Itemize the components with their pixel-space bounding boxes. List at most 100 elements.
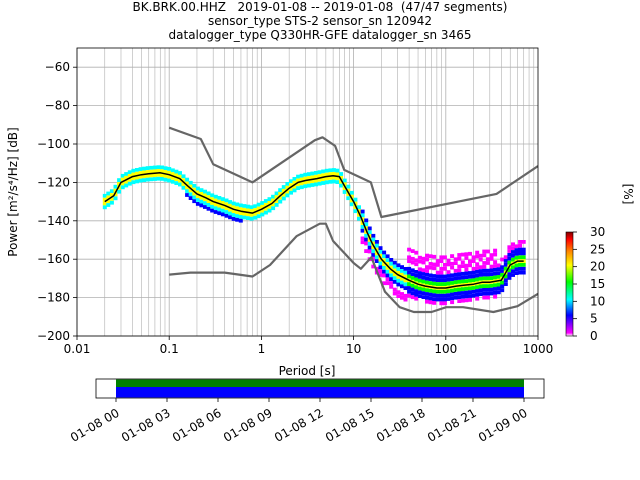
- psd-cell: [299, 177, 304, 182]
- psd-cell: [213, 202, 218, 207]
- psd-cell: [482, 284, 487, 288]
- psd-cell: [188, 192, 193, 197]
- psd-cell: [382, 273, 387, 278]
- psd-cell: [464, 271, 469, 276]
- psd-cell: [503, 255, 508, 260]
- psd-cell: [485, 291, 490, 296]
- psd-cell: [281, 192, 286, 197]
- psd-cell: [482, 272, 487, 277]
- psd-cell: [493, 267, 498, 272]
- psd-cell: [489, 268, 494, 273]
- psd-cell: [489, 257, 494, 261]
- psd-cell: [167, 170, 172, 175]
- psd-cell: [127, 170, 132, 175]
- psd-cell: [414, 296, 419, 301]
- psd-cell: [428, 281, 433, 285]
- psd-cell: [138, 174, 143, 179]
- psd-cell: [521, 251, 526, 256]
- psd-cell: [271, 198, 276, 203]
- psd-cell: [464, 267, 469, 272]
- psd-cell: [489, 253, 494, 257]
- psd-cell: [206, 195, 211, 200]
- x-axis: 0.01 0.1 1 10 100 1000: [64, 336, 553, 356]
- psd-cell: [178, 178, 182, 183]
- psd-cell: [374, 243, 379, 248]
- psd-cell: [385, 277, 390, 282]
- psd-cell: [446, 297, 451, 301]
- psd-cell: [113, 196, 118, 201]
- psd-cell: [181, 178, 186, 183]
- psd-cell: [450, 300, 455, 305]
- psd-cell: [199, 199, 204, 204]
- psd-cell: [421, 276, 426, 280]
- psd-cell: [511, 246, 515, 250]
- psd-cell: [249, 205, 254, 210]
- psd-cell: [428, 262, 433, 266]
- psd-cell: [260, 204, 265, 209]
- psd-cell: [414, 289, 419, 293]
- psd-cell: [271, 206, 276, 211]
- model-high-noise-model: [168, 126, 538, 219]
- psd-cell: [170, 168, 175, 173]
- psd-cell: [450, 261, 455, 266]
- y-tick-label: −200: [37, 329, 70, 343]
- psd-cell: [310, 183, 315, 187]
- psd-cell: [468, 294, 472, 298]
- psd-cell: [263, 206, 268, 211]
- psd-cell: [371, 253, 376, 257]
- psd-cell: [274, 199, 279, 203]
- psd-cell: [371, 264, 376, 269]
- psd-cell: [260, 208, 265, 213]
- psd-cell: [371, 249, 376, 253]
- psd-cell: [493, 294, 498, 299]
- psd-cell: [417, 294, 422, 298]
- psd-cell: [178, 174, 182, 179]
- x-tick-label: 100: [434, 342, 457, 356]
- psd-cell: [102, 201, 107, 206]
- psd-cell: [439, 259, 444, 263]
- psd-cell: [478, 273, 483, 277]
- psd-cell: [131, 168, 136, 173]
- psd-cell: [220, 201, 225, 205]
- psd-cell: [314, 171, 318, 175]
- psd-cell: [460, 291, 465, 295]
- psd-cell: [113, 188, 118, 193]
- psd-cell: [213, 210, 218, 214]
- psd-cell: [400, 265, 404, 269]
- psd-cell: [439, 282, 444, 286]
- psd-cell: [500, 284, 505, 289]
- psd-cell: [446, 258, 451, 263]
- psd-cell: [485, 261, 490, 265]
- psd-cell: [417, 271, 422, 275]
- psd-cell: [367, 226, 372, 231]
- psd-cell: [464, 286, 469, 291]
- psd-cell: [425, 272, 429, 277]
- psd-cell: [385, 262, 390, 266]
- psd-cell: [296, 186, 301, 190]
- psd-cell: [349, 198, 354, 203]
- psd-cell: [192, 199, 197, 204]
- psd-cell: [142, 166, 147, 171]
- psd-cell: [188, 180, 193, 185]
- psd-cell: [339, 176, 344, 180]
- psd-cell: [346, 196, 351, 201]
- psd-cell: [407, 289, 412, 294]
- psd-cell: [482, 253, 487, 258]
- y-tick-label: −160: [37, 252, 70, 266]
- psd-cell: [485, 284, 490, 288]
- psd-cell: [496, 263, 501, 268]
- psd-cell: [410, 287, 415, 292]
- psd-cell: [124, 179, 129, 184]
- psd-cell: [464, 290, 469, 295]
- psd-cell: [382, 262, 387, 266]
- psd-cell: [231, 209, 236, 214]
- psd-cell: [410, 256, 415, 261]
- psd-cell: [460, 260, 465, 265]
- psd-cell: [178, 171, 182, 175]
- psd-cell: [435, 259, 440, 263]
- psd-cell: [220, 212, 225, 217]
- psd-cell: [400, 280, 404, 285]
- psd-cell: [296, 174, 301, 179]
- psd-cell: [507, 245, 512, 250]
- psd-cell: [514, 263, 519, 268]
